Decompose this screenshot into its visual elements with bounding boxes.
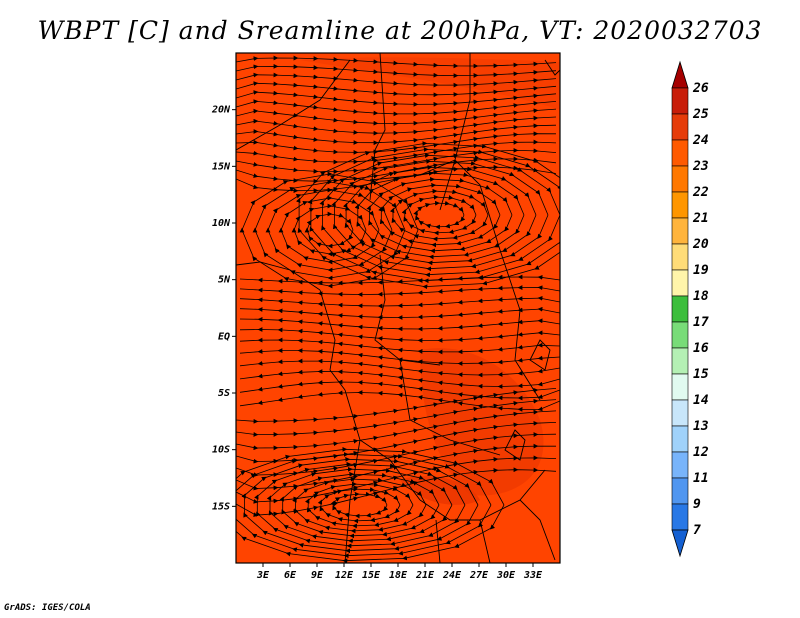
- colorbar-label: 22: [692, 185, 709, 200]
- streamline: [239, 274, 560, 286]
- colorbar-box: [671, 347, 689, 375]
- colorbar-top-arrow: [671, 60, 689, 89]
- lat-tick-label: 5N: [218, 275, 231, 286]
- colorbar-box: [671, 295, 689, 323]
- lon-tick-label: 15E: [362, 570, 381, 581]
- streamline: [236, 467, 557, 518]
- lon-tick-label: 33E: [523, 570, 543, 581]
- footer-credit: GrADS: IGES/COLA: [4, 603, 91, 613]
- colorbar-label: 11: [693, 471, 709, 486]
- colorbar-label: 14: [693, 393, 709, 408]
- colorbar-box: [671, 321, 689, 349]
- lon-tick-label: 21E: [415, 570, 435, 581]
- colorbar-box: [671, 217, 689, 245]
- colorbar-label: 24: [692, 133, 709, 148]
- colorbar-label: 12: [693, 445, 709, 460]
- streamline: [239, 295, 560, 309]
- colorbar-box: [671, 399, 689, 427]
- lat-tick-label: 15N: [212, 161, 231, 172]
- lon-tick-label: 6E: [284, 570, 297, 581]
- lon-tick-label: 24E: [442, 570, 462, 581]
- colorbar-label: 21: [692, 211, 709, 226]
- colorbar-label: 19: [693, 263, 709, 278]
- colorbar-box: [671, 425, 689, 453]
- colorbar-label: 9: [693, 497, 701, 512]
- colorbar-box: [671, 165, 689, 193]
- colorbar-box: [671, 243, 689, 271]
- colorbar: 26 25 24 23 22 21 20 19 18 17 16 15 14 13 12 11 9 7: [671, 60, 709, 558]
- colorbar-box: [671, 477, 689, 505]
- lon-tick-label: 18E: [389, 570, 408, 581]
- colorbar-box: [671, 451, 689, 479]
- lon-tick-label: 3E: [256, 570, 270, 581]
- country-borders: [236, 53, 560, 563]
- colorbar-label: 18: [693, 289, 709, 304]
- colorbar-label: 25: [692, 107, 709, 122]
- colorbar-box: [671, 373, 689, 401]
- lon-tick-label: 30E: [496, 570, 516, 581]
- lat-tick-label: 5S: [218, 388, 230, 399]
- lon-tick-label: 9E: [311, 570, 324, 581]
- colorbar-box: [671, 87, 689, 115]
- colorbar-label: 7: [693, 523, 701, 538]
- colorbar-label: 17: [693, 315, 709, 330]
- lat-tick-label: 10N: [212, 218, 231, 229]
- lat-tick-label: 15S: [212, 501, 230, 512]
- longitude-axis: 3E 6E 9E 12E 15E 18E 21E 24E 27E 30E 33E: [256, 563, 543, 581]
- latitude-axis: 20N 15N 10N 5N EQ 5S 10S 15S: [211, 105, 236, 512]
- lat-tick-label: 20N: [211, 105, 231, 116]
- colorbar-box: [671, 503, 689, 531]
- colorbar-label: 23: [692, 159, 709, 174]
- colorbar-box: [671, 191, 689, 219]
- colorbar-label: 16: [693, 341, 709, 356]
- lon-tick-label: 12E: [335, 570, 354, 581]
- colorbar-box: [671, 139, 689, 167]
- colorbar-label: 13: [693, 419, 709, 434]
- streamline: [239, 285, 560, 297]
- colorbar-bottom-arrow: [671, 529, 689, 558]
- colorbar-box: [671, 269, 689, 297]
- streamlines: [236, 55, 560, 563]
- colorbar-label: 26: [692, 81, 709, 96]
- lat-tick-label: EQ: [218, 331, 230, 342]
- colorbar-label: 20: [692, 237, 709, 252]
- lat-tick-label: 10S: [212, 445, 230, 456]
- colorbar-label: 15: [693, 367, 709, 382]
- colorbar-box: [671, 113, 689, 141]
- lon-tick-label: 27E: [469, 570, 489, 581]
- map-title: WBPT [C] and Sreamline at 200hPa, VT: 20…: [37, 16, 763, 45]
